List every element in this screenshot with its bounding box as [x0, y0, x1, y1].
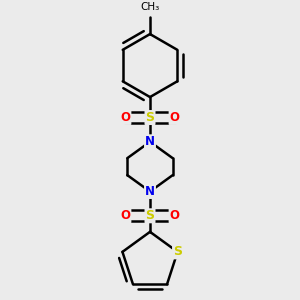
- Text: O: O: [120, 209, 130, 222]
- Text: O: O: [169, 111, 180, 124]
- Text: S: S: [146, 111, 154, 124]
- Text: O: O: [120, 111, 130, 124]
- Text: S: S: [173, 245, 182, 258]
- Text: N: N: [145, 185, 155, 198]
- Text: CH₃: CH₃: [140, 2, 160, 12]
- Text: O: O: [169, 209, 180, 222]
- Text: N: N: [145, 135, 155, 148]
- Text: S: S: [146, 209, 154, 222]
